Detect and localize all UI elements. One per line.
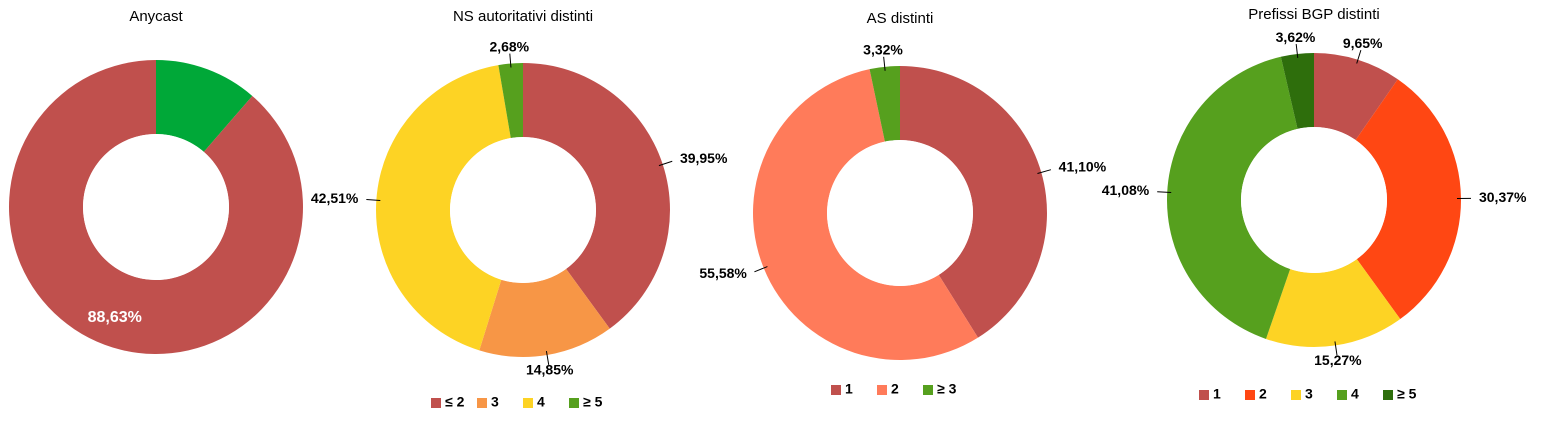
legend-label: 2 — [1259, 386, 1267, 402]
legend-swatch — [1337, 390, 1347, 400]
leader-line — [1334, 341, 1338, 356]
donut-hole — [827, 140, 973, 286]
value-label: 41,08% — [1102, 182, 1150, 198]
value-label: 41,10% — [1059, 159, 1107, 175]
value-label: 15,27% — [1314, 352, 1362, 368]
value-label: 42,51% — [311, 190, 359, 206]
slice — [479, 268, 610, 357]
value-label: 30,37% — [1479, 189, 1527, 205]
slice — [498, 63, 523, 139]
donut-hole — [1241, 127, 1387, 273]
legend-swatch — [1199, 390, 1209, 400]
donut-hole — [450, 137, 596, 283]
legend-swatch — [1383, 390, 1393, 400]
legend-swatch — [831, 385, 841, 395]
value-label: 55,58% — [699, 265, 747, 281]
slice — [869, 66, 900, 142]
slice — [1265, 259, 1401, 348]
leader-line — [1037, 169, 1052, 175]
slice — [1355, 79, 1461, 320]
value-label: 88,63% — [88, 309, 142, 326]
chart-title: NS autoritativi distinti — [453, 8, 593, 25]
legend-swatch — [431, 398, 441, 408]
slice — [376, 65, 511, 351]
chart-title: Anycast — [129, 8, 183, 25]
slice — [900, 66, 1047, 338]
slice — [1167, 56, 1298, 339]
leader-line — [883, 56, 886, 71]
legend-label: ≥ 5 — [583, 394, 603, 410]
value-label: 3,32% — [863, 42, 903, 58]
leader-line — [754, 266, 768, 273]
legend-label: 4 — [1351, 386, 1359, 402]
legend-label: ≥ 3 — [937, 381, 957, 397]
leader-line — [545, 350, 550, 365]
slice — [753, 69, 978, 360]
legend-label: 3 — [1305, 386, 1313, 402]
legend-label: 1 — [845, 381, 853, 397]
slice — [523, 63, 670, 329]
chart-title: Prefissi BGP distinti — [1248, 6, 1379, 23]
value-label: 39,95% — [680, 150, 728, 166]
value-label: 3,62% — [1276, 29, 1316, 45]
legend-swatch — [923, 385, 933, 395]
value-label: 14,85% — [526, 361, 574, 377]
slice — [9, 60, 304, 355]
legend-label: 2 — [891, 381, 899, 397]
legend-swatch — [477, 398, 487, 408]
leader-line — [509, 53, 512, 68]
value-label: 9,65% — [1343, 35, 1383, 51]
leader-line — [366, 199, 381, 201]
leader-line — [658, 160, 673, 167]
slice — [1280, 53, 1314, 129]
slice — [1314, 53, 1398, 141]
leader-line — [1295, 43, 1299, 58]
legend-swatch — [877, 385, 887, 395]
legend-label: ≤ 2 — [445, 394, 465, 410]
chart-title: AS distinti — [867, 10, 934, 27]
donut-hole — [83, 134, 229, 280]
legend-swatch — [1245, 390, 1255, 400]
legend-swatch — [523, 398, 533, 408]
legend-swatch — [569, 398, 579, 408]
legend-label: 3 — [491, 394, 499, 410]
leader-line — [1356, 50, 1362, 64]
legend-label: 4 — [537, 394, 545, 410]
value-label: 2,68% — [489, 38, 529, 54]
legend-label: 1 — [1213, 386, 1221, 402]
legend-swatch — [1291, 390, 1301, 400]
leader-line — [1157, 191, 1172, 193]
slice — [156, 60, 253, 152]
legend-label: ≥ 5 — [1397, 386, 1417, 402]
